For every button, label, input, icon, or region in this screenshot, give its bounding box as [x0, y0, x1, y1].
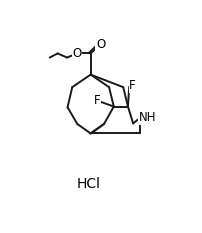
Text: F: F — [93, 94, 100, 107]
Text: HCl: HCl — [76, 177, 100, 191]
Text: O: O — [72, 48, 81, 61]
Text: F: F — [129, 79, 135, 92]
Text: O: O — [96, 38, 105, 51]
Text: NH: NH — [138, 111, 156, 124]
